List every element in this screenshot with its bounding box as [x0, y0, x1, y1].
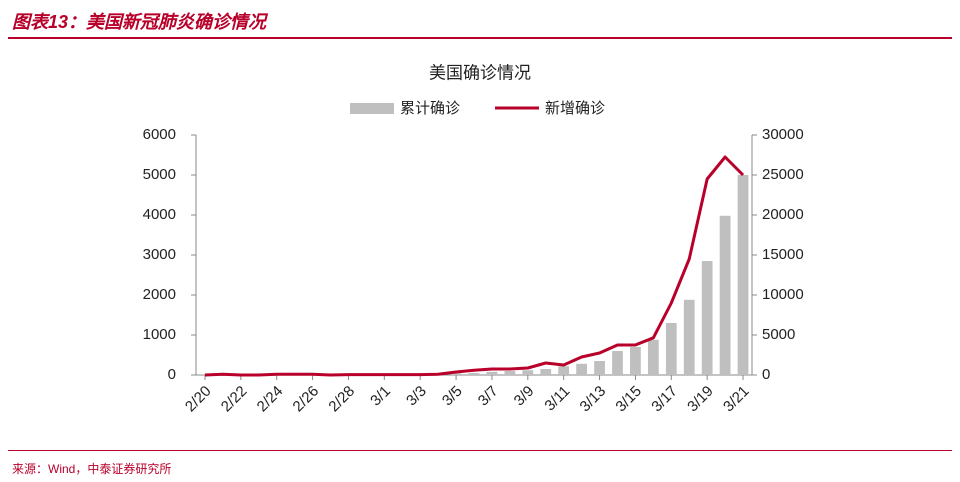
- bar: [630, 347, 641, 375]
- header-rule: [8, 37, 952, 39]
- y-tick-label: 3000: [143, 246, 176, 263]
- y2-tick-label: 20000: [762, 206, 804, 223]
- x-tick-label: 3/17: [648, 383, 681, 416]
- y2-tick-label: 30000: [762, 126, 804, 143]
- y2-tick-label: 10000: [762, 286, 804, 303]
- x-tick-label: 2/20: [182, 383, 215, 416]
- y-tick-label: 5000: [143, 166, 176, 183]
- bar: [647, 339, 659, 375]
- y-tick-label: 2000: [143, 286, 176, 303]
- bar: [522, 370, 534, 375]
- bar: [594, 361, 605, 375]
- y2-tick-label: 25000: [762, 166, 804, 183]
- x-tick-label: 2/24: [254, 383, 287, 416]
- x-tick-label: 3/3: [403, 383, 430, 410]
- bar: [737, 175, 749, 375]
- x-tick-label: 2/26: [290, 383, 323, 416]
- x-tick-label: 3/15: [612, 383, 645, 416]
- source-note: 来源：Wind，中泰证券研究所: [12, 462, 172, 476]
- x-tick-label: 2/28: [325, 383, 358, 416]
- legend-swatch: [350, 103, 394, 114]
- source-rule: [8, 450, 952, 451]
- y2-tick-label: 0: [762, 366, 770, 383]
- y-tick-label: 1000: [143, 326, 176, 343]
- y-tick-label: 4000: [143, 206, 176, 223]
- x-tick-label: 3/1: [367, 383, 394, 410]
- x-tick-label: 2/22: [218, 383, 251, 416]
- bar: [719, 215, 731, 375]
- bar: [540, 369, 552, 375]
- bar: [612, 351, 623, 375]
- bar: [576, 363, 587, 375]
- x-tick-label: 3/9: [511, 383, 538, 410]
- legend-label: 新增确诊: [545, 100, 605, 117]
- chart-title: 美国确诊情况: [429, 63, 531, 82]
- x-tick-label: 3/7: [475, 383, 502, 410]
- bar: [558, 366, 570, 375]
- x-tick-label: 3/21: [720, 383, 753, 416]
- bar: [683, 299, 695, 375]
- x-tick-label: 3/19: [684, 383, 717, 416]
- x-tick-label: 3/5: [439, 383, 466, 410]
- bar: [486, 371, 498, 375]
- line: [204, 155, 745, 377]
- y2-tick-label: 5000: [762, 326, 795, 343]
- bar: [450, 373, 462, 375]
- y-tick-label: 0: [168, 366, 176, 383]
- chart: 美国确诊情况 0 1000 2000 3000 4000 5000 6000 0 5000 100…: [143, 63, 804, 416]
- bar: [504, 371, 516, 375]
- bar: [468, 373, 480, 375]
- x-tick-label: 3/11: [541, 383, 573, 415]
- y-tick-label: 6000: [143, 126, 176, 143]
- x-tick-label: 3/13: [577, 383, 610, 416]
- y2-tick-label: 15000: [762, 246, 804, 263]
- bar: [701, 261, 713, 375]
- legend-label: 累计确诊: [400, 100, 460, 117]
- figure-header: 图表13：美国新冠肺炎确诊情况: [12, 12, 267, 32]
- bar: [665, 323, 677, 375]
